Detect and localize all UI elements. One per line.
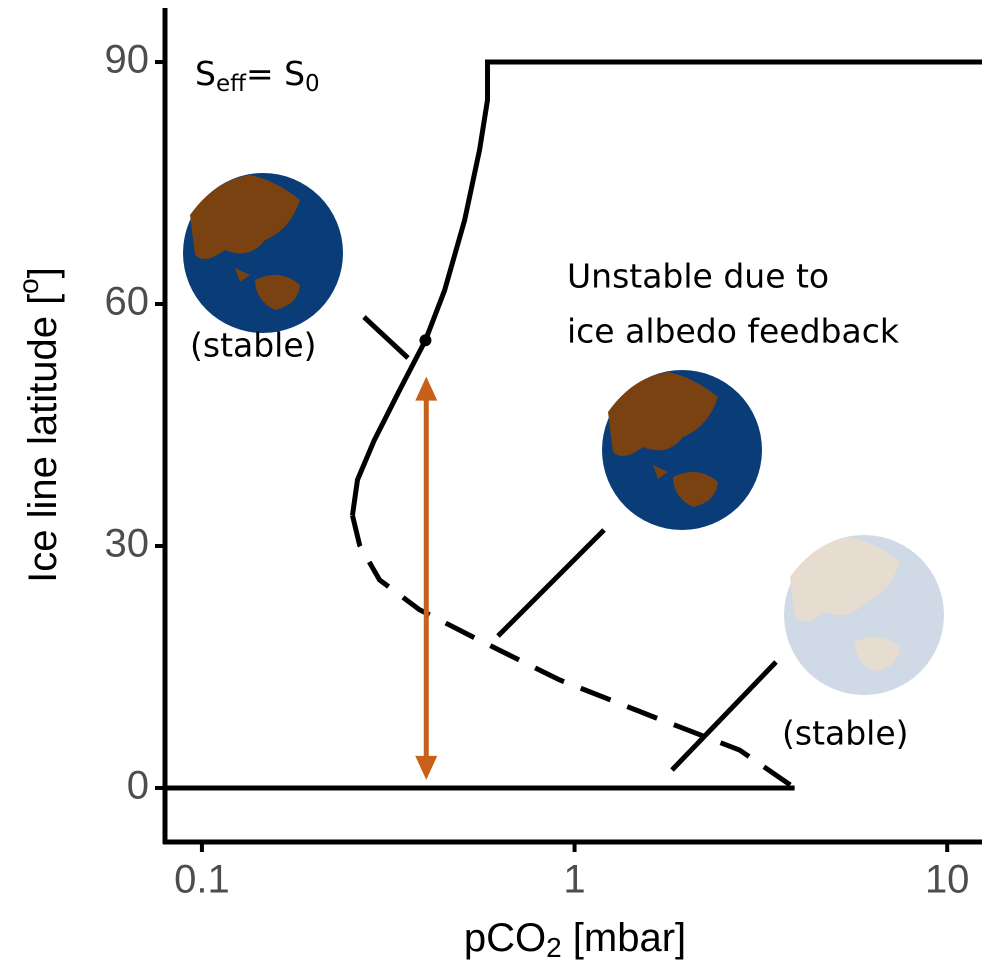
annotation: (stable) <box>782 714 909 753</box>
arrow-head <box>415 755 438 780</box>
seff-label: Seff= S0 <box>195 54 320 97</box>
seff-sub0: 0 <box>305 71 320 97</box>
seff-eq: = S <box>246 54 305 93</box>
y-label-part: Ice line latitude [ <box>21 294 65 583</box>
annotation: Unstable due to <box>567 257 829 296</box>
arrow-head <box>415 376 438 401</box>
seff-sub: eff <box>216 71 247 97</box>
x-tick-label: 0.1 <box>174 858 230 902</box>
series-line <box>349 59 982 516</box>
point <box>419 334 432 347</box>
y-tick-label: 30 <box>105 522 150 566</box>
annotation: (stable) <box>190 326 317 365</box>
pointer <box>496 528 606 638</box>
globe-left <box>183 173 343 333</box>
x-label-part: pCO <box>464 916 546 960</box>
x-label-part: [mbar] <box>562 916 686 960</box>
x-label-sub: 2 <box>546 932 562 963</box>
y-tick-label: 0 <box>127 764 149 808</box>
y-label-sup: o <box>13 278 44 294</box>
pointer <box>362 315 410 360</box>
y-axis-label: Ice line latitude [o] <box>13 267 64 583</box>
y-tick-label: 90 <box>105 38 150 82</box>
series-line <box>350 514 797 791</box>
y-label-part: ] <box>21 267 65 278</box>
x-axis-label: pCO2 [mbar] <box>464 916 686 964</box>
seff-s: S <box>195 54 216 93</box>
x-tick-label: 10 <box>925 858 970 902</box>
globe-middle <box>602 370 762 530</box>
pointer <box>670 660 778 772</box>
y-tick-label: 60 <box>105 280 150 324</box>
annotation: ice albedo feedback <box>567 312 900 351</box>
x-tick-label: 1 <box>563 858 585 902</box>
globe-right <box>784 535 944 695</box>
